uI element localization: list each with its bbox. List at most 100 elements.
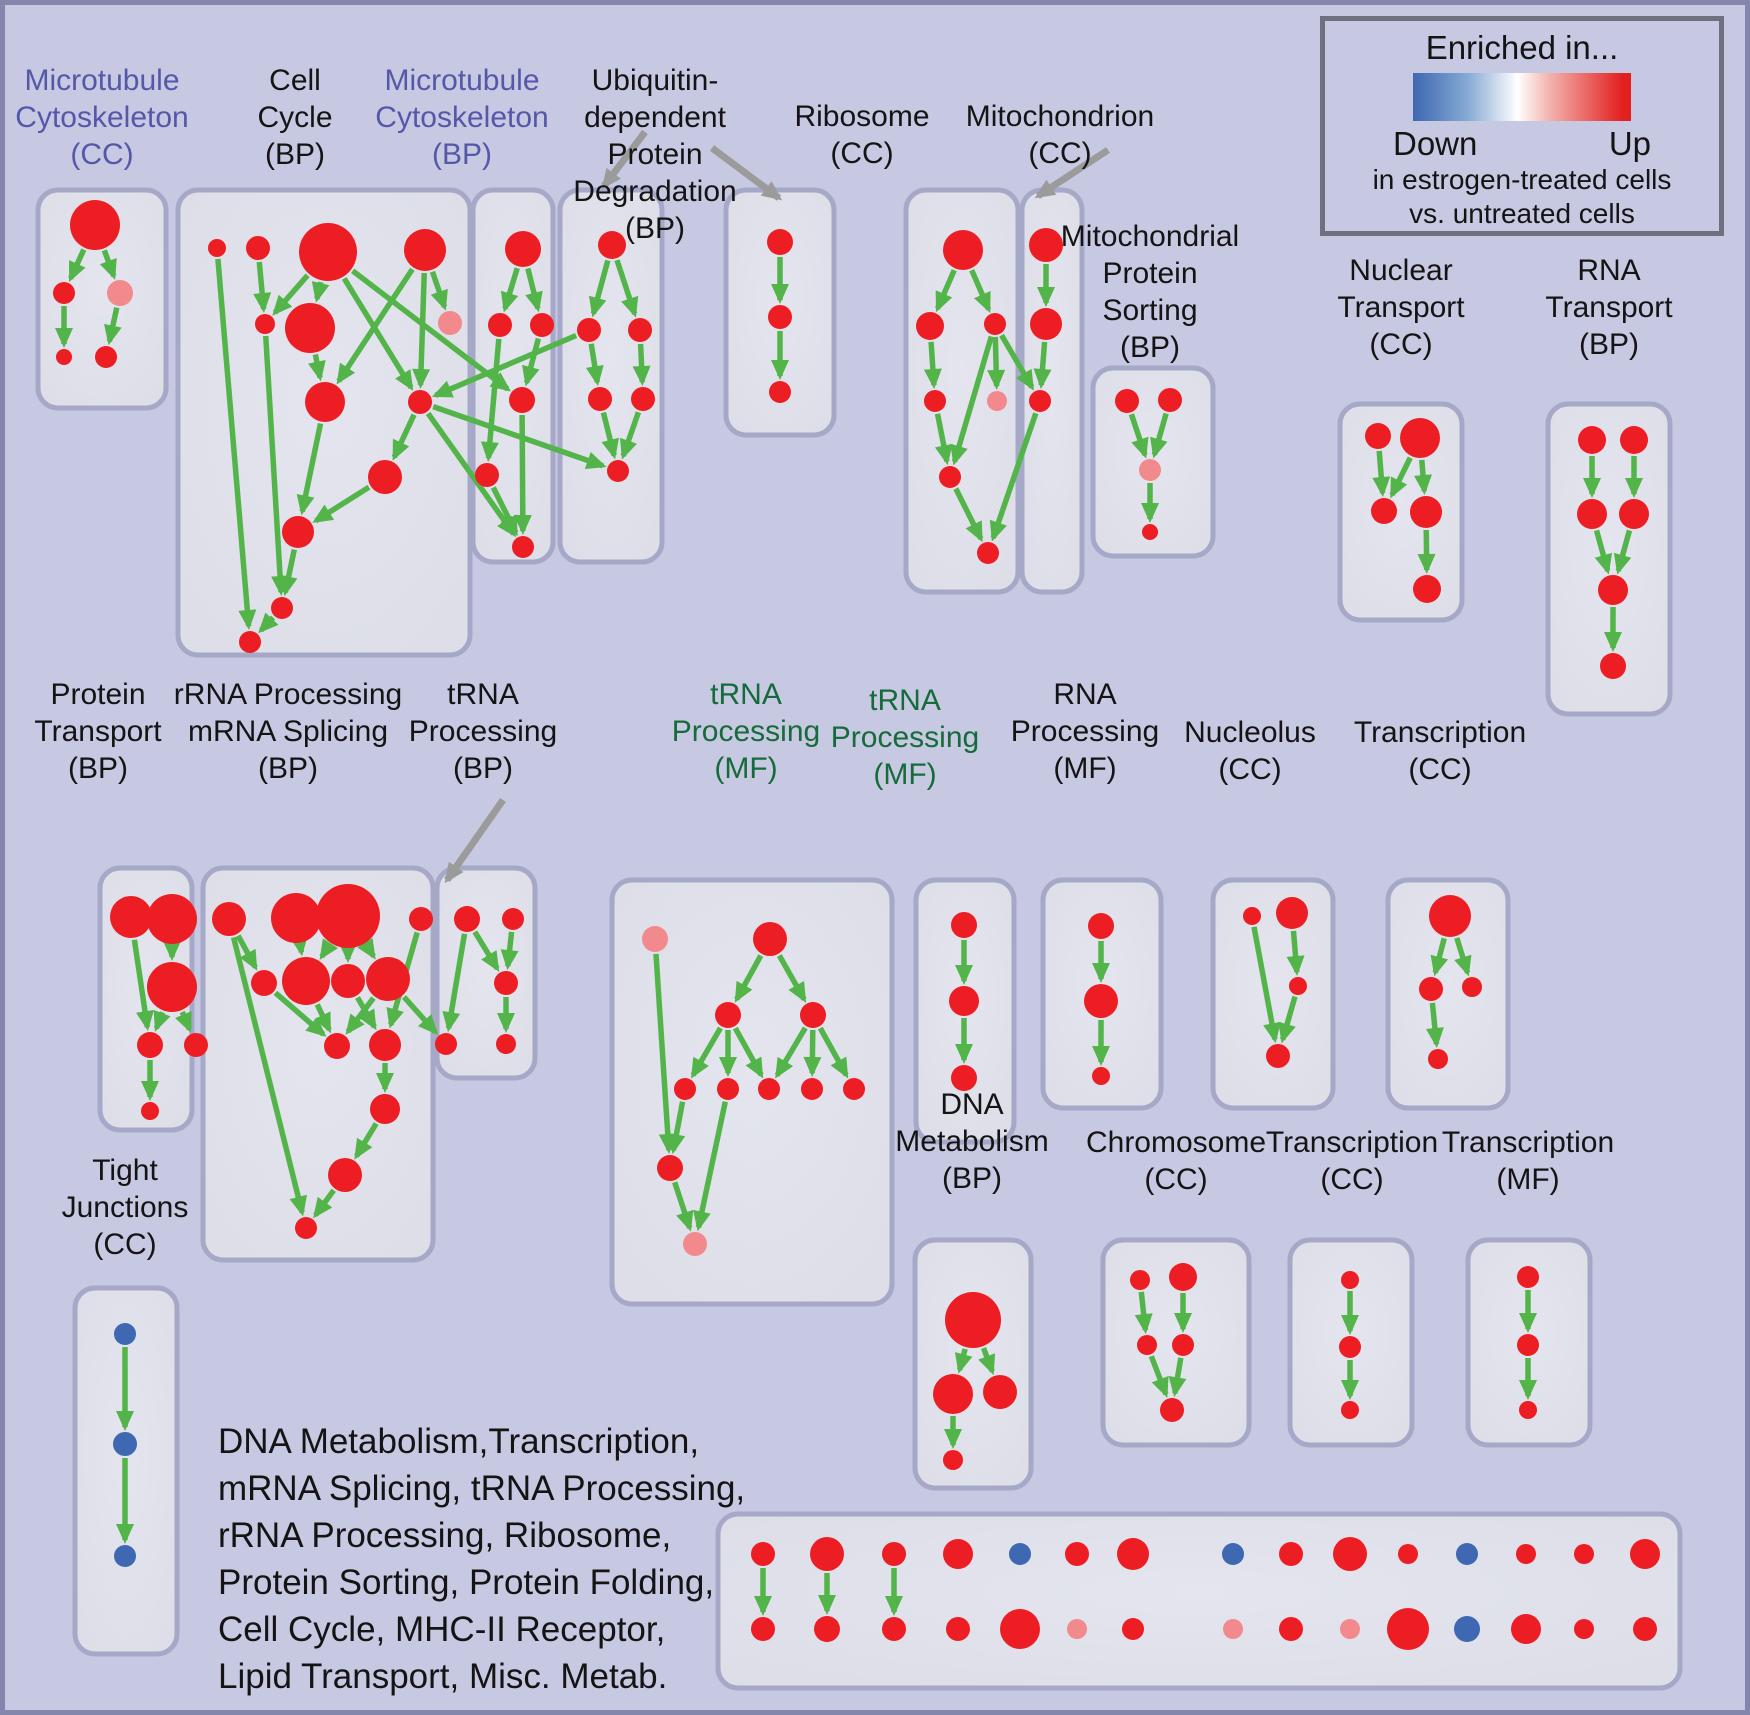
- go-term-node-n7: [758, 1078, 780, 1100]
- go-term-node-b1: [208, 239, 226, 257]
- go-term-node-s1: [945, 1292, 1001, 1348]
- ubiquitin-degradation-a-group-box: [557, 187, 665, 565]
- edge-f1-f2: [935, 269, 957, 313]
- go-term-node-f7: [977, 542, 999, 564]
- go-term-node-t3: [1137, 1335, 1157, 1355]
- go-term-node-c3: [530, 313, 554, 337]
- go-term-node-b3: [299, 223, 357, 281]
- rna-transport-label: RNA Transport (BP): [1545, 254, 1673, 361]
- go-term-node-xt4: [943, 1539, 973, 1569]
- transcription-mf-label: Transcription (MF): [1441, 1126, 1615, 1196]
- transcription-cc-row2-label: Transcription (CC): [1353, 716, 1527, 786]
- edge-m1-m3: [472, 930, 500, 972]
- go-term-node-i2: [1400, 418, 1440, 458]
- edge-d4-d6: [600, 411, 619, 460]
- go-term-node-f4: [924, 390, 946, 412]
- go-term-node-f1: [943, 230, 983, 270]
- go-term-node-j6: [1600, 653, 1626, 679]
- legend-down-label: Down: [1393, 125, 1478, 162]
- go-term-node-t1: [1130, 1270, 1150, 1290]
- go-term-node-j4: [1619, 499, 1649, 529]
- go-term-node-h2: [1158, 388, 1182, 412]
- go-term-node-xt7: [1117, 1538, 1149, 1570]
- go-term-node-p2: [1084, 984, 1118, 1018]
- go-term-node-xt3: [882, 1542, 906, 1566]
- go-term-node-n4: [800, 1002, 826, 1028]
- legend-up-label: Up: [1608, 125, 1651, 162]
- go-term-node-xb7: [1122, 1618, 1144, 1640]
- go-term-node-l10: [369, 1029, 401, 1061]
- go-term-node-b13: [239, 631, 261, 653]
- edge-i1-i3: [1372, 450, 1391, 498]
- edge-b3-c4: [350, 268, 511, 392]
- nuclear-transport-label: Nuclear Transport (CC): [1337, 254, 1465, 361]
- edge-b4-b7: [429, 270, 448, 311]
- go-term-node-b10: [368, 460, 402, 494]
- edge-b3-b6: [311, 281, 330, 303]
- edge-b10-b11: [312, 484, 371, 524]
- go-term-node-xt14: [1574, 1544, 1594, 1564]
- edge-n4-n7: [774, 1026, 808, 1079]
- go-term-node-v3: [1519, 1401, 1537, 1419]
- go-term-node-a3: [107, 280, 133, 306]
- edge-b2-b5: [253, 261, 272, 314]
- mitochondrion-pointer-arrow-icon: [1034, 147, 1110, 199]
- go-term-node-v2: [1517, 1334, 1539, 1356]
- edge-b4-b9: [412, 272, 431, 390]
- misc-cluster-group-box: [715, 1511, 1683, 1691]
- legend-gradient-bar: [1413, 73, 1631, 121]
- cell-cycle-label: Cell Cycle (BP): [257, 64, 333, 171]
- go-term-node-e2: [768, 305, 792, 329]
- go-term-node-m1: [454, 906, 480, 932]
- go-term-node-r2: [1419, 977, 1443, 1001]
- chromosome-label: Chromosome (CC): [1085, 1126, 1267, 1196]
- edge-j3-j5: [1593, 529, 1613, 575]
- go-term-node-l6: [282, 957, 330, 1005]
- go-term-node-n6: [717, 1078, 739, 1100]
- edge-r2-r4: [1425, 1002, 1444, 1049]
- go-term-node-e1: [767, 229, 793, 255]
- go-term-node-l9: [324, 1033, 350, 1059]
- trna-processing-mf2-label: tRNA Processing (MF): [830, 684, 980, 791]
- go-term-node-a1: [70, 200, 120, 250]
- tight-junctions-label: Tight Junctions (CC): [61, 1154, 189, 1261]
- edge-b1-b13: [215, 258, 257, 631]
- go-term-node-xb13: [1511, 1614, 1541, 1644]
- go-term-node-l4: [409, 907, 433, 931]
- go-term-node-n3: [715, 1002, 741, 1028]
- go-term-node-xt8: [1222, 1543, 1244, 1565]
- go-term-node-w1: [114, 1323, 136, 1345]
- edge-m1-m4: [442, 933, 468, 1033]
- go-term-node-b6: [285, 303, 335, 353]
- go-term-node-s3: [983, 1375, 1017, 1409]
- edge-l3-l6: [319, 938, 338, 961]
- annotation-line: rRNA Processing, Ribosome,: [218, 1516, 672, 1555]
- edge-l12-l13: [313, 1188, 336, 1219]
- go-term-node-m3: [494, 971, 518, 995]
- ribosome-group-box: [903, 187, 1021, 595]
- go-term-node-i1: [1365, 423, 1391, 449]
- go-term-node-xb4: [946, 1617, 970, 1641]
- annotation-line: Lipid Transport, Misc. Metab.: [218, 1657, 668, 1696]
- go-term-node-b4: [404, 229, 446, 271]
- edge-n2-n3: [734, 954, 764, 1003]
- edge-n4-n9: [817, 1026, 849, 1079]
- go-term-node-g3: [1029, 390, 1051, 412]
- go-term-node-s4: [943, 1450, 963, 1470]
- go-term-node-m2: [502, 908, 524, 930]
- edge-h2-h3: [1150, 412, 1169, 459]
- trna-processing-bp-label: tRNA Processing (BP): [408, 678, 558, 785]
- go-term-node-d1: [598, 231, 626, 259]
- go-term-node-c6: [512, 536, 534, 558]
- go-term-node-xt10: [1333, 1537, 1367, 1571]
- go-term-node-n9: [843, 1078, 865, 1100]
- go-term-node-n5: [674, 1078, 696, 1100]
- edge-n3-n5: [690, 1026, 723, 1079]
- dna-metabolism-label: DNA Metabolism (BP): [895, 1088, 1049, 1195]
- go-term-node-xb2: [814, 1616, 840, 1642]
- edge-n3-n7: [732, 1026, 764, 1079]
- go-term-node-xt6: [1065, 1542, 1089, 1566]
- go-term-node-g1: [1029, 228, 1063, 262]
- microtubule-cytoskeleton-bp-label: Microtubule Cytoskeleton (BP): [375, 64, 549, 171]
- go-term-node-n10: [657, 1155, 683, 1181]
